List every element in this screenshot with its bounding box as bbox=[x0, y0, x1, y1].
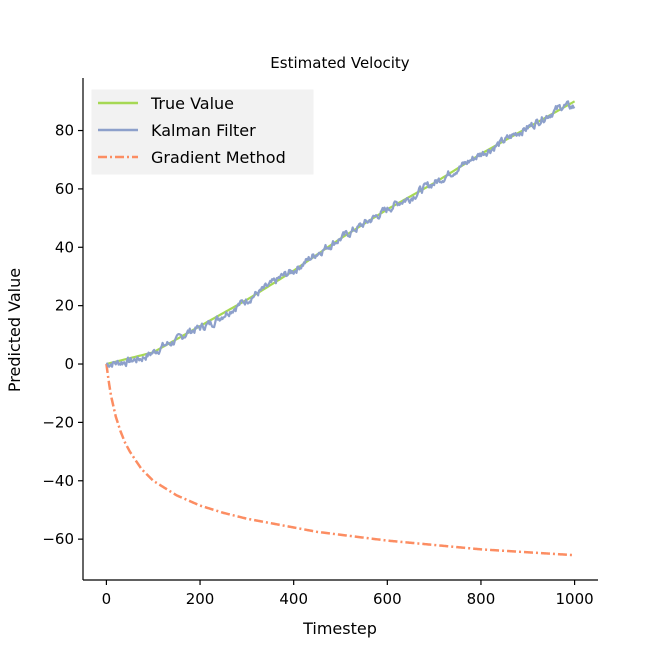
legend-label-gradient-method: Gradient Method bbox=[151, 148, 286, 167]
series-line-kalman-filter bbox=[105, 100, 576, 368]
chart-title: Estimated Velocity bbox=[270, 54, 410, 72]
y-tick-label: 0 bbox=[64, 355, 74, 373]
legend-label-kalman-filter: Kalman Filter bbox=[151, 121, 256, 140]
x-tick-label: 0 bbox=[102, 590, 112, 608]
y-tick-label: −60 bbox=[42, 530, 74, 548]
y-tick-label: 60 bbox=[55, 180, 74, 198]
series-line-gradient-method bbox=[105, 363, 575, 557]
series-group bbox=[105, 100, 576, 557]
x-tick-label: 600 bbox=[373, 590, 402, 608]
x-tick-label: 200 bbox=[186, 590, 215, 608]
y-tick-label: 20 bbox=[55, 297, 74, 315]
x-ticks: 0 200 400 600 800 1000 bbox=[102, 580, 594, 608]
legend-label-true-value: True Value bbox=[150, 94, 234, 113]
plot-area bbox=[105, 100, 576, 557]
x-axis-label: Timestep bbox=[302, 619, 377, 638]
x-tick-label: 800 bbox=[467, 590, 496, 608]
axes: 0 200 400 600 800 1000 −60 −40 −20 0 20 40 60 80 bbox=[42, 78, 598, 608]
y-axis-label: Predicted Value bbox=[5, 268, 24, 392]
legend: True Value Kalman Filter Gradient Method bbox=[91, 89, 314, 175]
y-tick-label: −20 bbox=[42, 413, 74, 431]
x-tick-label: 400 bbox=[279, 590, 308, 608]
y-tick-label: −40 bbox=[42, 472, 74, 490]
x-tick-label: 1000 bbox=[555, 590, 593, 608]
y-ticks: −60 −40 −20 0 20 40 60 80 bbox=[42, 122, 83, 548]
y-tick-label: 80 bbox=[55, 122, 74, 140]
y-tick-label: 40 bbox=[55, 238, 74, 256]
